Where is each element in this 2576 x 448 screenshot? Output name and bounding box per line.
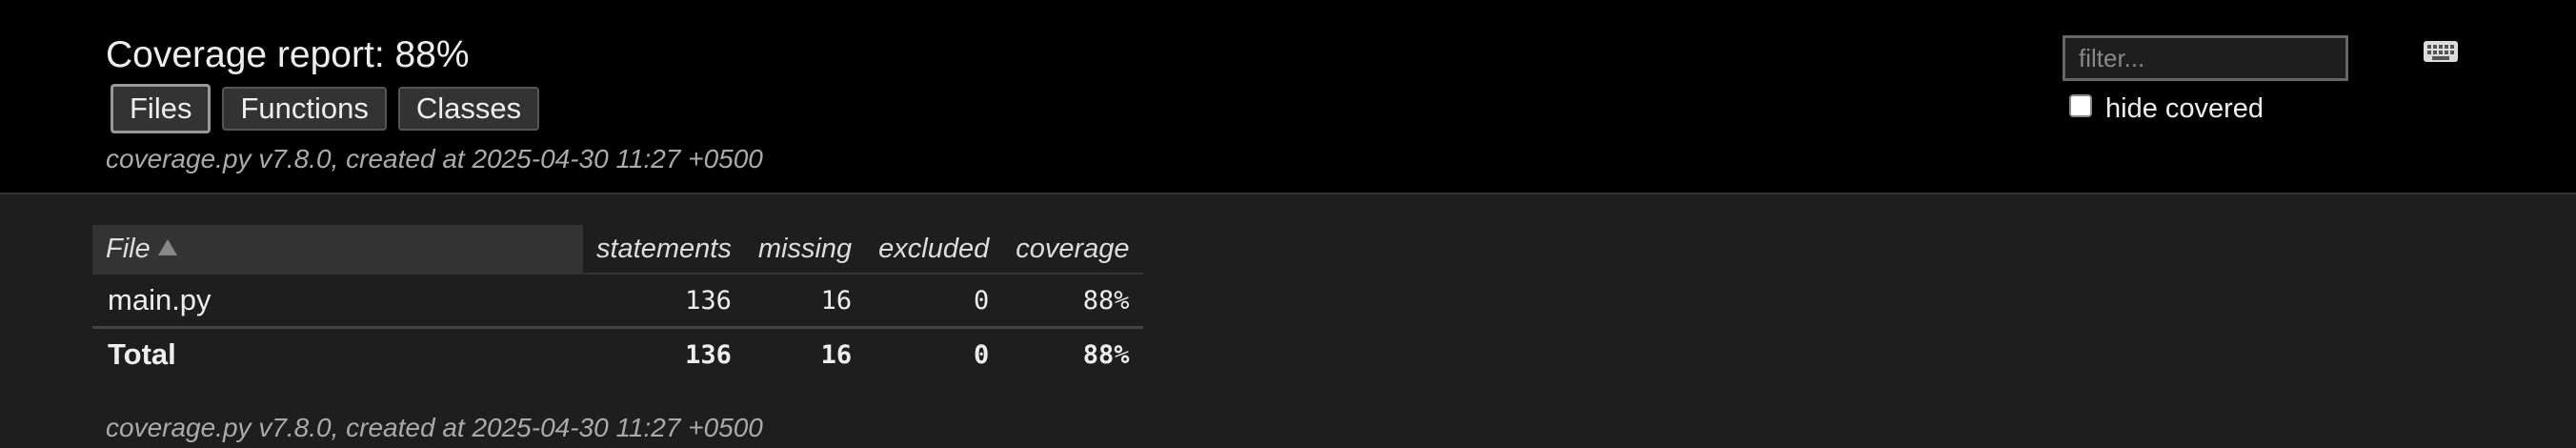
total-label: Total [92, 326, 583, 380]
total-missing: 16 [744, 326, 866, 380]
sort-ascending-icon [157, 238, 177, 255]
column-header-missing[interactable]: missing [744, 225, 866, 275]
report-title: Coverage report: 88% [106, 34, 470, 75]
missing-cell: 16 [820, 285, 853, 316]
hide-covered-checkbox[interactable] [2069, 94, 2092, 117]
keyboard-icon[interactable] [2424, 41, 2458, 62]
column-header-coverage[interactable]: coverage [1002, 225, 1143, 275]
total-row: Total 136 16 0 88% [92, 326, 1143, 380]
file-link[interactable]: main.py [108, 283, 211, 316]
column-header-excluded[interactable]: excluded [865, 225, 1003, 275]
functions-button[interactable]: Functions [222, 87, 387, 131]
classes-button[interactable]: Classes [397, 87, 540, 131]
statements-cell: 136 [685, 285, 732, 316]
footer-created-info: coverage.py v7.8.0, created at 2025-04-3… [106, 413, 763, 442]
view-buttons: Files Functions Classes [111, 84, 540, 133]
coverage-table: File statements missing excluded coverag… [92, 225, 1143, 380]
hide-covered-toggle[interactable]: hide covered [2069, 93, 2264, 124]
file-cell: main.py [92, 274, 583, 328]
table-header-row: File statements missing excluded coverag… [92, 225, 1143, 275]
total-excluded: 0 [865, 326, 1003, 380]
hide-covered-label: hide covered [2105, 92, 2264, 124]
coverage-cell: 88% [1082, 285, 1130, 316]
excluded-cell: 0 [973, 285, 990, 316]
total-coverage: 88% [1002, 326, 1143, 380]
column-header-statements[interactable]: statements [583, 225, 745, 275]
files-button[interactable]: Files [111, 84, 211, 133]
created-info: coverage.py v7.8.0, created at 2025-04-3… [106, 144, 763, 173]
total-statements: 136 [583, 326, 745, 380]
column-header-file[interactable]: File [92, 225, 583, 275]
report-header: Coverage report: 88% Files Functions Cla… [0, 0, 2576, 194]
table-row: main.py 136 16 0 88% [92, 274, 1143, 328]
column-header-file-label: File [106, 233, 151, 264]
filter-input[interactable] [2063, 35, 2348, 81]
